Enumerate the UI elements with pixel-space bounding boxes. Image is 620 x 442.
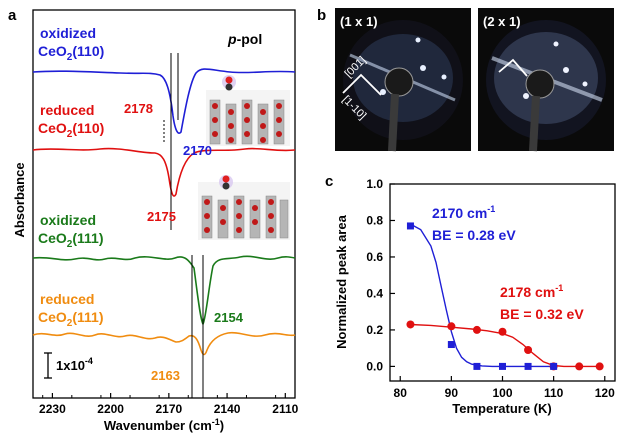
data-point-series-0 — [499, 362, 506, 370]
y-tick-label: 0.4 — [366, 286, 383, 300]
x-tick-label: 110 — [544, 386, 564, 400]
trace-label-3-line1: oxidized — [40, 212, 96, 228]
peak-area-x-axis-title: Temperature (K) — [452, 401, 551, 416]
series-2170-annotation-line1: 2170 cm-1 — [432, 204, 495, 221]
peak-label-2175: 2175 — [147, 209, 176, 224]
ir-plot-frame — [32, 9, 296, 399]
trace-oxidized-ceo2-110 — [32, 68, 296, 134]
data-point-series-1 — [575, 362, 584, 371]
ceo2-110-reduced-surface-model-image — [198, 175, 290, 240]
trace-label-3-line2: CeO2(111) — [38, 230, 104, 250]
peak-area-plot-frame — [389, 183, 616, 382]
series-2178-annotation-line2: BE = 0.32 eV — [500, 306, 584, 322]
trace-label-2-line1: reduced — [40, 102, 94, 118]
trace-label-4-line1: reduced — [40, 291, 94, 307]
fit-curve-series-0 — [410, 223, 554, 368]
peak-label-2163: 2163 — [151, 368, 180, 383]
x-tick-label: 90 — [445, 386, 459, 400]
series-2170-annotation-line2: BE = 0.28 eV — [432, 227, 516, 243]
data-point-series-1 — [498, 327, 507, 336]
leed-image-2x1: (2 x 1) — [478, 8, 614, 152]
data-point-series-1 — [524, 345, 533, 354]
data-point-series-0 — [524, 362, 532, 370]
data-point-series-0 — [473, 362, 481, 370]
trace-label-1-line1: oxidized — [40, 25, 96, 41]
x-tick-label: 100 — [492, 386, 512, 400]
ir-x-axis-title: Wavenumber (cm-1) — [104, 417, 224, 433]
ir-x-tick-label: 2110 — [272, 402, 298, 416]
polarization-label: p-pol — [227, 31, 262, 47]
trace-reduced-ceo2-111 — [32, 331, 296, 356]
ir-x-axis: 2230 2200 2170 2140 2110 — [39, 393, 299, 416]
ceo2-110-surface-model-image — [206, 75, 290, 146]
panel-a-label: a — [8, 7, 17, 24]
data-points — [406, 222, 604, 371]
leed-2x1-label: (2 x 1) — [483, 14, 521, 29]
y-tick-label: 0.8 — [366, 213, 383, 227]
trace-label-4-line2: CeO2(111) — [38, 309, 104, 329]
ir-x-tick-label: 2140 — [214, 402, 241, 416]
data-point-series-0 — [447, 341, 455, 349]
absorbance-scale-bar: 1x10-4 — [44, 352, 93, 379]
trace-label-1-line2: CeO2(110) — [38, 43, 104, 63]
trace-label-2-line2: CeO2(110) — [38, 120, 104, 140]
peak-area-y-axis-title: Normalized peak area — [334, 214, 349, 348]
data-point-series-1 — [447, 322, 456, 331]
peak-label-2154: 2154 — [214, 310, 244, 325]
ir-x-tick-label: 2200 — [97, 402, 124, 416]
panel-b-label: b — [317, 7, 326, 24]
x-tick-label: 120 — [595, 386, 615, 400]
data-point-series-1 — [406, 320, 415, 329]
y-tick-label: 0.2 — [366, 323, 383, 337]
leed-image-1x1: (1 x 1) [001] [1-10] — [335, 8, 471, 152]
y-tick-label: 1.0 — [366, 177, 383, 191]
scale-bar-label: 1x10-4 — [56, 356, 93, 373]
leed-2x1-axis-arrows — [498, 58, 528, 77]
panel-c-label: c — [325, 173, 333, 190]
data-point-series-0 — [550, 362, 558, 370]
leed-1x1-axis-arrows — [342, 73, 382, 96]
ir-y-axis-title: Absorbance — [12, 162, 27, 237]
peak-area-x-axis: 80 90 100 110 120 — [394, 376, 615, 400]
peak-area-y-axis: 0.0 0.2 0.4 0.6 0.8 1.0 — [366, 177, 395, 373]
ir-x-tick-label: 2230 — [39, 402, 66, 416]
data-point-series-1 — [595, 362, 604, 371]
peak-label-2170: 2170 — [183, 143, 212, 158]
leed-1x1-label: (1 x 1) — [340, 14, 378, 29]
ir-spectra-panel: p-pol oxidized CeO2(110) reduced CeO2(11… — [12, 9, 299, 433]
y-tick-label: 0.0 — [366, 359, 383, 373]
data-point-series-0 — [406, 222, 414, 230]
y-tick-label: 0.6 — [366, 250, 383, 264]
peak-label-2178: 2178 — [124, 101, 153, 116]
trace-reduced-ceo2-110 — [32, 147, 296, 197]
data-point-series-1 — [472, 325, 481, 334]
x-tick-label: 80 — [394, 386, 408, 400]
trace-oxidized-ceo2-111 — [32, 255, 296, 326]
series-2178-annotation-line1: 2178 cm-1 — [500, 283, 563, 300]
ir-x-tick-label: 2170 — [156, 402, 183, 416]
peak-area-chart: 0.0 0.2 0.4 0.6 0.8 1.0 80 90 100 110 120 2170 cm… — [334, 177, 616, 416]
